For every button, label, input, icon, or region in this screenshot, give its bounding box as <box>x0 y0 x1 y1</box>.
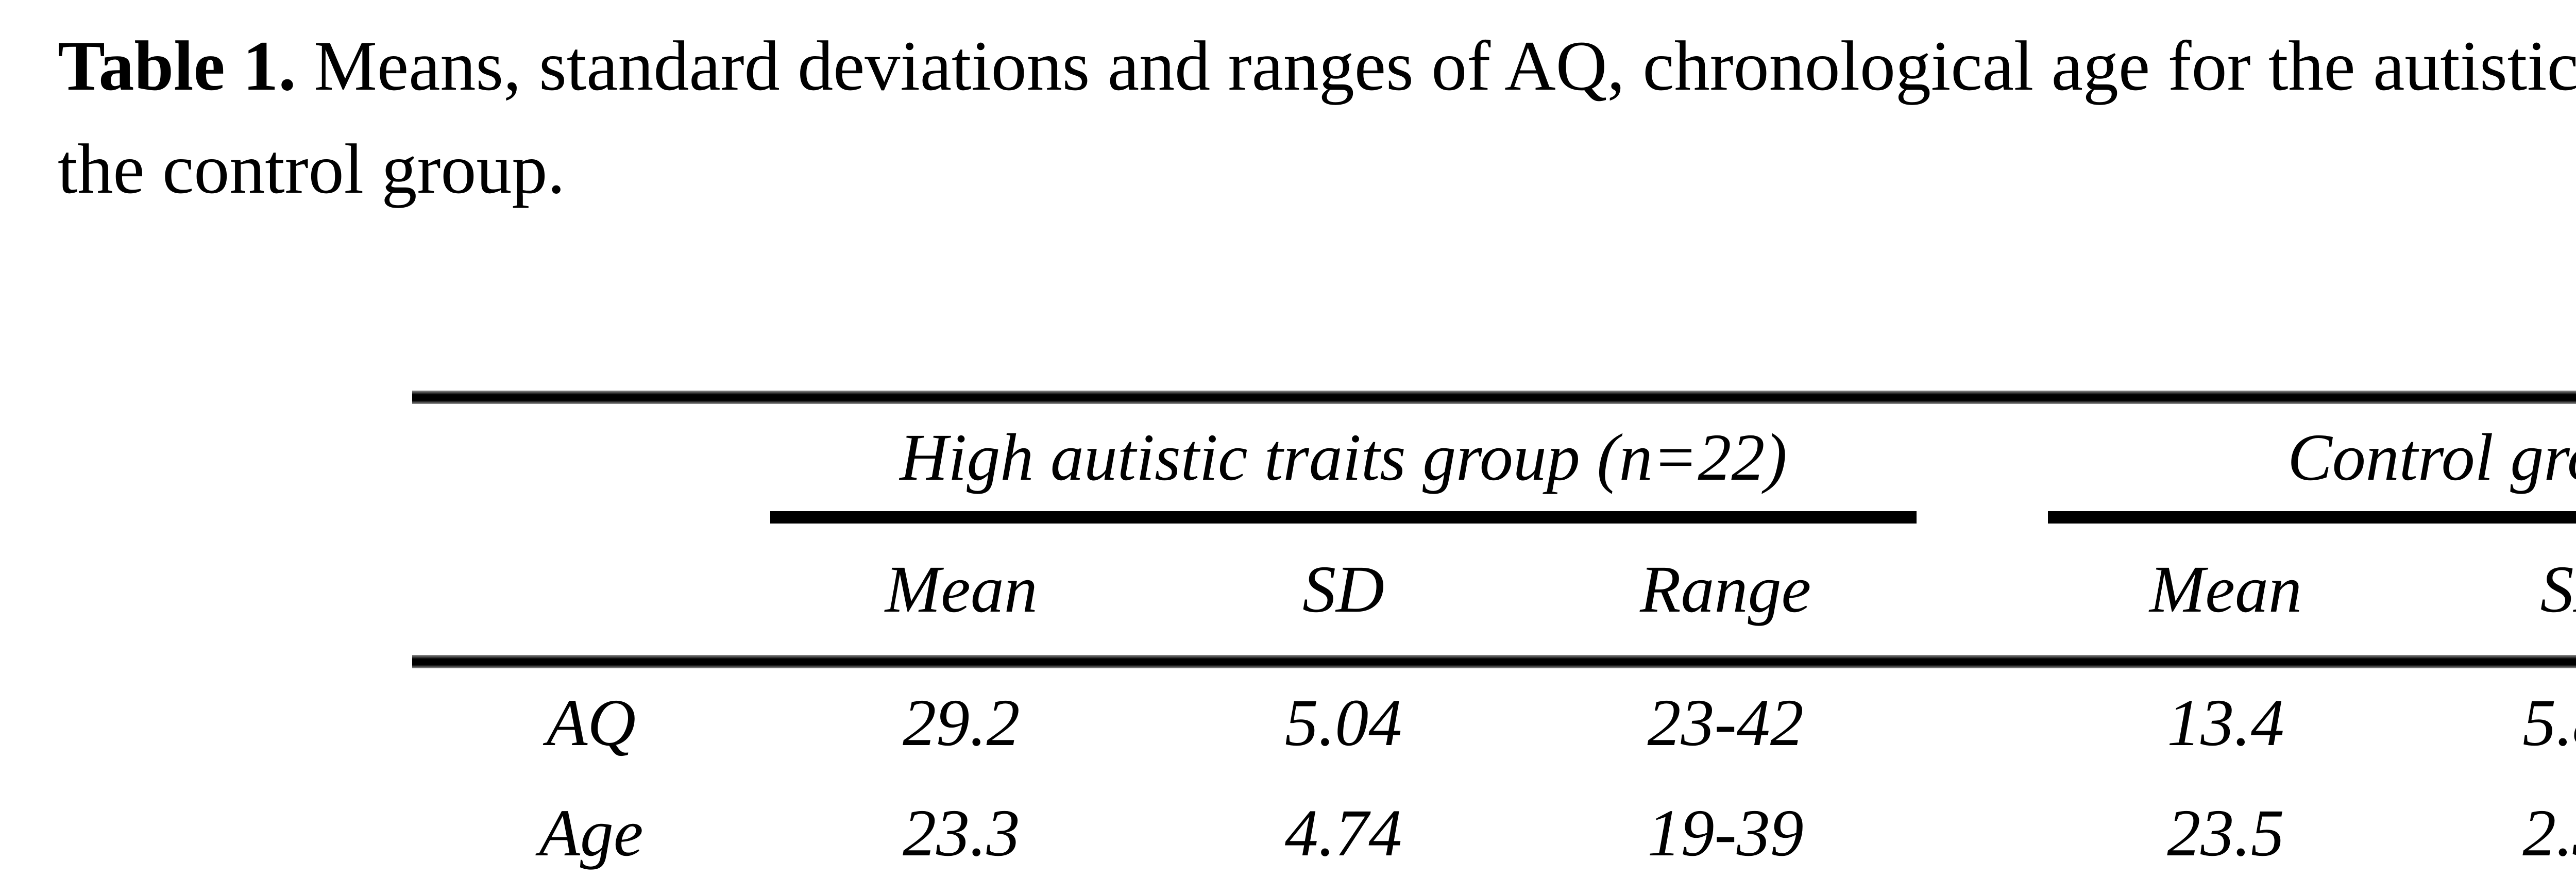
col-header-control-mean: Mean <box>2149 552 2302 627</box>
col-header-high-sd: SD <box>1302 552 1384 627</box>
cell-aq-control-sd: 5.81 <box>2522 686 2576 760</box>
table-caption: Table 1. Means, standard deviations and … <box>58 14 2576 221</box>
cell-age-high-sd: 4.74 <box>1284 796 1402 870</box>
column-headers-control-group: Mean SD Range <box>2048 524 2576 655</box>
group-gap <box>1917 778 2048 889</box>
group-gap <box>1917 524 2048 655</box>
age-high-group-cells: 23.3 4.74 19-39 <box>770 778 1917 889</box>
group-header-control: Control group (n=22) <box>2048 404 2576 524</box>
caption-text-line-2: the control group. <box>58 129 565 208</box>
table-row-age: Age 23.3 4.74 19-39 23.5 2.30 20-29 <box>412 778 2576 889</box>
aq-high-group-cells: 29.2 5.04 23-42 <box>770 668 1917 778</box>
column-header-stub-cell <box>412 524 770 655</box>
table-row-aq: AQ 29.2 5.04 23-42 13.4 5.81 3-22 <box>412 668 2576 778</box>
column-headers-high-group: Mean SD Range <box>770 524 1917 655</box>
group-header-row: High autistic traits group (n=22) Contro… <box>412 404 2576 524</box>
table-top-rule <box>412 391 2576 404</box>
group-gap <box>1917 404 2048 524</box>
table-mid-rule <box>412 655 2576 668</box>
cell-aq-control-mean: 13.4 <box>2167 686 2284 760</box>
caption-line-1: Table 1. Means, standard deviations and … <box>58 14 2576 117</box>
cell-age-high-mean: 23.3 <box>903 796 1020 870</box>
cell-age-control-sd: 2.30 <box>2522 796 2576 870</box>
col-header-high-mean: Mean <box>885 552 1038 627</box>
caption-label: Table 1. <box>58 26 296 105</box>
col-header-high-range: Range <box>1640 552 1811 627</box>
summary-statistics-table: High autistic traits group (n=22) Contro… <box>412 391 2576 889</box>
cell-aq-high-range: 23-42 <box>1647 686 1804 760</box>
column-header-row: Mean SD Range Mean SD Range <box>412 524 2576 655</box>
row-label-aq: AQ <box>546 686 636 760</box>
age-control-group-cells: 23.5 2.30 20-29 <box>2048 778 2576 889</box>
group-gap <box>1917 668 2048 778</box>
group-header-high-autistic: High autistic traits group (n=22) <box>770 404 1917 524</box>
cell-age-control-mean: 23.5 <box>2167 796 2284 870</box>
caption-text-line-1: Means, standard deviations and ranges of… <box>314 26 2576 105</box>
group-header-stub-cell <box>412 404 770 524</box>
aq-control-group-cells: 13.4 5.81 3-22 <box>2048 668 2576 778</box>
caption-line-2: the control group. <box>58 117 2576 221</box>
cell-aq-high-mean: 29.2 <box>903 686 1020 760</box>
cell-aq-high-sd: 5.04 <box>1284 686 1402 760</box>
row-label-age: Age <box>539 796 643 870</box>
cell-age-high-range: 19-39 <box>1647 796 1804 870</box>
col-header-control-sd: SD <box>2540 552 2576 627</box>
